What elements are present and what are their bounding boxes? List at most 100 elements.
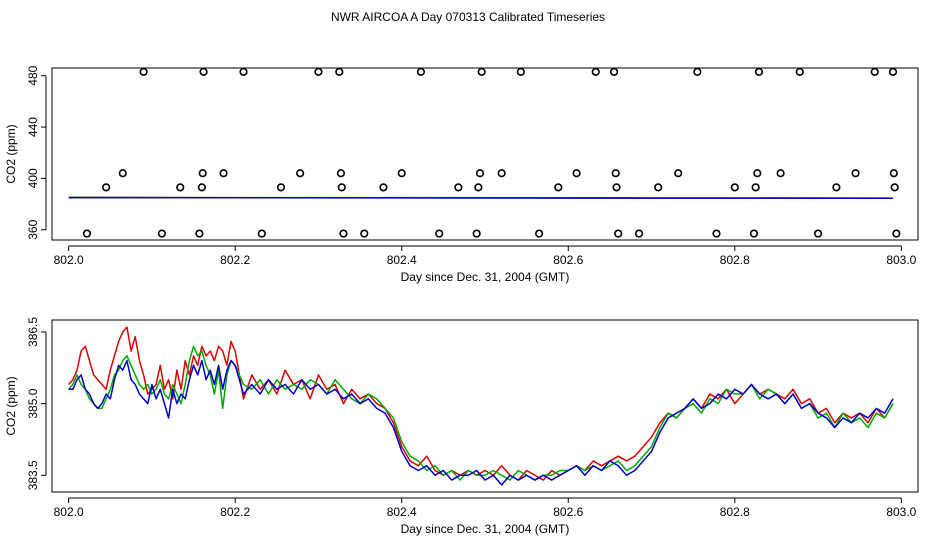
scatter-point [890,183,899,192]
scatter-point [474,183,483,192]
scatter-point [416,67,425,76]
scatter-point [609,67,619,76]
scatter-point [435,229,444,238]
scatter-point [693,67,702,76]
y-tick-label: 480 [26,65,40,85]
chart-title: NWR AIRCOA A Day 070313 Calibrated Times… [331,10,605,24]
scatter-point [475,169,485,178]
scatter-point [219,169,228,178]
scatter-point [888,67,898,76]
x-tick-label: 802.2 [220,505,250,519]
y-tick-label: 386.5 [26,317,40,347]
scatter-point [82,229,92,238]
scatter-point [197,183,206,192]
scatter-point [572,169,581,178]
series-line-green [68,345,894,481]
scatter-point [535,229,544,238]
scatter-point [754,67,764,76]
scatter-point [337,183,346,192]
scatter-point [892,229,901,238]
x-tick-label: 802.2 [220,253,250,267]
scatter-point [870,67,879,76]
x-tick-label: 802.6 [553,505,583,519]
x-tick-label: 802.4 [387,253,417,267]
x-tick-label: 802.8 [720,253,750,267]
plot-frame-top [51,67,919,241]
scatter-point [472,229,481,238]
x-axis-label-top: Day since Dec. 31, 2004 (GMT) [401,270,570,284]
scatter-point [336,169,346,178]
y-tick-label: 385.0 [26,388,40,418]
scatter-point [730,183,739,192]
y-axis-label-top: CO2 (ppm) [4,124,18,183]
scatter-point [477,67,486,76]
x-tick-label: 802.4 [387,505,417,519]
scatter-point [276,183,286,192]
scatter-point [296,169,305,178]
scatter-point [314,67,323,76]
y-tick-label: 383.5 [26,460,40,490]
scatter-point [195,229,204,238]
scatter-point [889,169,898,178]
x-tick-label: 802.6 [553,253,583,267]
y-tick-label: 400 [26,168,40,188]
scatter-point [239,67,248,76]
y-tick-label: 440 [26,117,40,137]
scatter-point [176,183,185,192]
x-axis-label-bottom: Day since Dec. 31, 2004 (GMT) [401,522,570,536]
scatter-point [379,183,388,192]
scatter-point [257,229,266,238]
scatter-point [199,67,208,76]
scatter-point [634,229,644,238]
scatter-point [198,169,207,178]
scatter-point [118,169,127,178]
scatter-point [749,229,759,238]
x-tick-label: 802.0 [54,253,84,267]
panel-top: 802.0 802.2 802.4 802.6 802.8 803.0 360 400 440… [4,65,919,284]
x-tick-label: 802.8 [720,505,750,519]
scatter-point [102,183,111,192]
scatter-point [157,229,167,238]
y-axis-label-bottom: CO2 (ppm) [4,376,18,435]
x-tick-label: 803.0 [886,505,916,519]
y-tick-label: 360 [26,219,40,239]
scatter-point [813,229,823,238]
scatter-point [554,183,563,192]
scatter-point [397,169,406,178]
scatter-points-top [82,67,901,238]
scatter-point [751,183,760,192]
series-lines-top [68,196,894,200]
scatter-point [614,229,623,238]
scatter-point [776,169,785,178]
scatter-point [611,169,620,178]
plot-frame-bottom [51,319,919,493]
scatter-point [335,67,344,76]
scatter-point [832,183,841,192]
series-lines-bottom [68,326,894,486]
scatter-point [591,67,600,76]
y-axis-bottom: 383.5 385.0 386.5 [26,317,47,490]
x-axis-bottom: 802.0 802.2 802.4 802.6 802.8 803.0 [54,497,917,519]
series-line-blue [68,359,894,486]
scatter-point [851,169,860,178]
scatter-point [612,183,621,192]
scatter-point [497,169,506,178]
scatter-point [454,183,463,192]
scatter-point [139,67,148,76]
scatter-point [339,229,348,238]
scatter-point [516,67,525,76]
y-axis-top: 360 400 440 480 [26,65,47,240]
scatter-point [712,229,721,238]
scatter-point [360,229,369,238]
scatter-point [674,169,683,178]
scatter-point [795,67,804,76]
x-axis-top: 802.0 802.2 802.4 802.6 802.8 803.0 [54,245,917,267]
series-line-blue [68,196,894,200]
scatter-point [753,169,762,178]
panel-bottom: 802.0 802.2 802.4 802.6 802.8 803.0 383.5 385.… [4,317,919,536]
x-tick-label: 803.0 [886,253,916,267]
x-tick-label: 802.0 [54,505,84,519]
scatter-point [654,183,663,192]
